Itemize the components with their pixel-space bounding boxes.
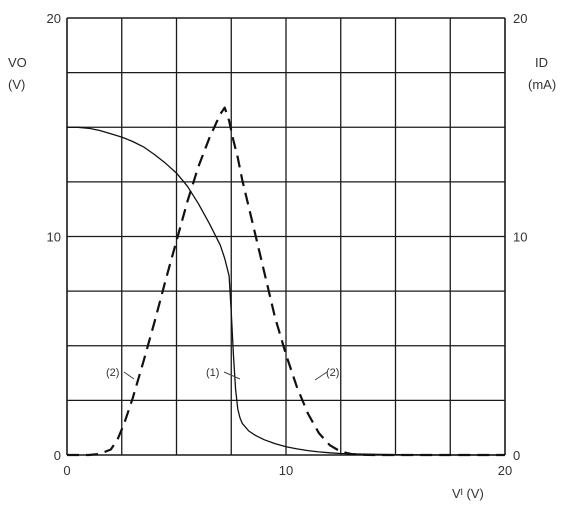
right-axis-label-line2: (mA) [528, 77, 556, 92]
left-axis-label-line1: VO [8, 55, 27, 70]
callout-leader-2-right [314, 371, 328, 381]
right-axis-label: ID (mA) [528, 55, 556, 92]
left-axis-label-line2: (V) [8, 77, 25, 92]
callouts: (2) (1) (2) [106, 367, 339, 381]
callout-leader-2-left [123, 371, 135, 380]
x-axis-label: Vᴵ (V) [452, 486, 484, 501]
series-2-dashed-line [67, 106, 505, 457]
callout-series-2-right: (2) [326, 367, 339, 379]
grid [66, 17, 506, 456]
right-axis-label-line1: ID [535, 55, 548, 70]
x-tick-label: 0 [63, 463, 70, 478]
left-y-tick-label: 10 [47, 230, 61, 245]
callout-series-2-left: (2) [106, 367, 119, 379]
callout-series-1: (1) [206, 367, 219, 379]
right-y-tick-label: 10 [513, 230, 527, 245]
series-layer [67, 106, 505, 457]
left-y-tick-label: 0 [54, 448, 61, 463]
right-y-tick-label: 20 [513, 11, 527, 26]
left-axis-label: VO (V) [8, 55, 27, 92]
x-tick-label: 10 [279, 463, 293, 478]
series-1-solid-line [67, 126, 505, 456]
x-tick-label: 20 [498, 463, 512, 478]
left-y-tick-label: 20 [47, 11, 61, 26]
right-y-tick-label: 0 [513, 448, 520, 463]
callout-leader-1 [223, 371, 241, 380]
